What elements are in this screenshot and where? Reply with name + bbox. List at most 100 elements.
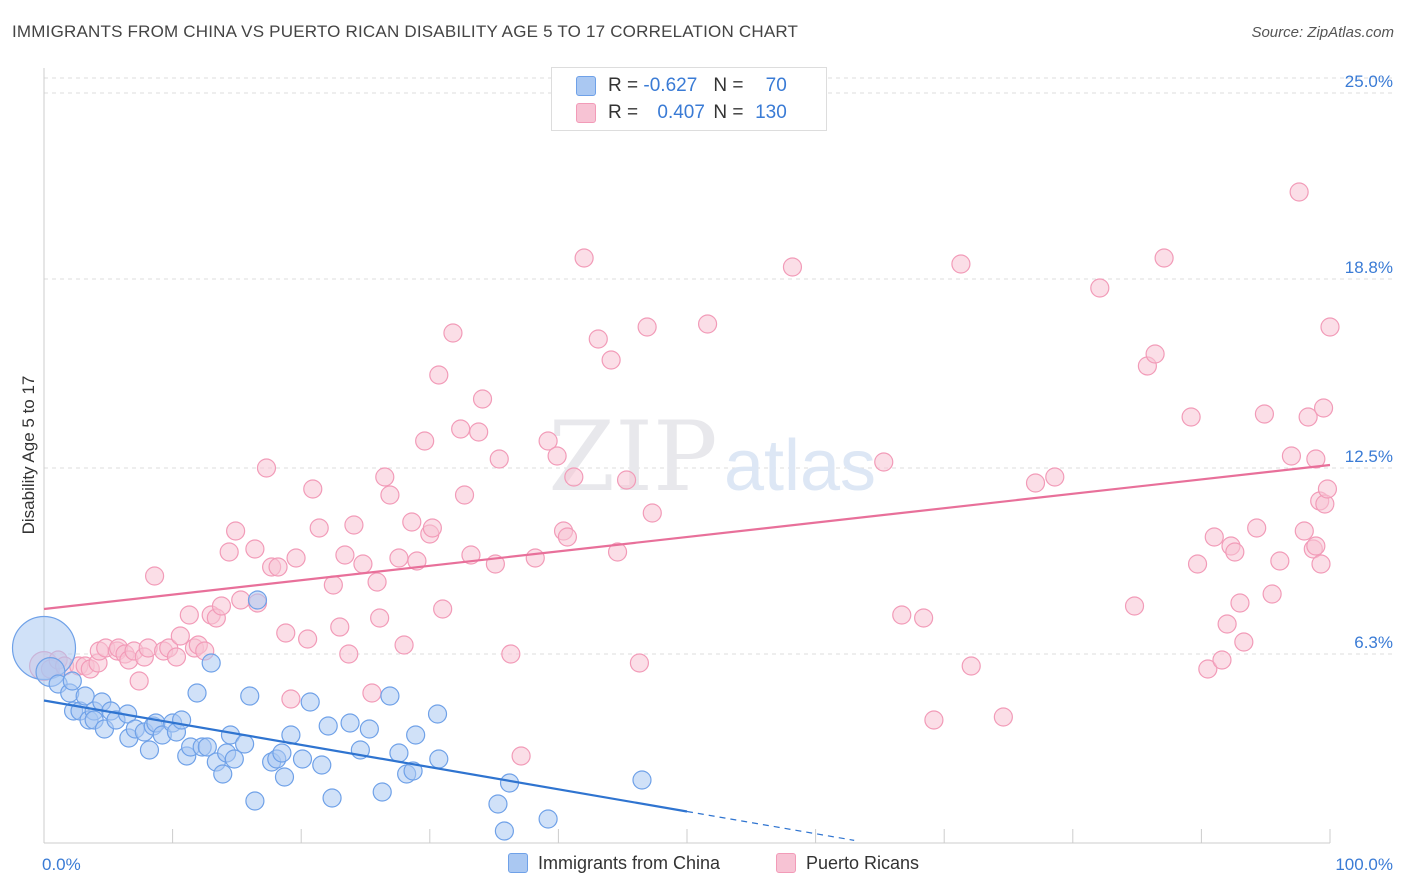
tick-labels: 6.3% 12.5% 18.8% 25.0% 0.0% 100.0%: [42, 72, 1393, 874]
legend-r-value: 0.407: [657, 102, 705, 123]
bottom-legend-swatch-puerto-ricans: [776, 853, 796, 874]
puerto-ricans-point: [1090, 278, 1110, 298]
legend-n-label: N =: [713, 102, 744, 123]
legend-r-label: R =: [608, 75, 639, 96]
puerto-ricans-point: [286, 548, 306, 568]
puerto-ricans-point: [538, 431, 558, 451]
puerto-ricans-point: [637, 317, 657, 337]
puerto-ricans-point: [1262, 584, 1282, 604]
china-point: [322, 788, 342, 808]
puerto-ricans-point: [389, 548, 409, 568]
puerto-ricans-point: [323, 575, 343, 595]
puerto-ricans-point: [370, 608, 390, 628]
puerto-ricans-point: [489, 449, 509, 469]
watermark: ZIP atlas: [548, 401, 876, 513]
puerto-ricans-point: [616, 470, 637, 490]
china-trend-line: [43, 699, 688, 813]
china-point: [272, 743, 292, 763]
puerto-ricans-point: [281, 689, 301, 709]
china-point: [406, 725, 426, 745]
china-point: [403, 761, 423, 781]
puerto-ricans-point: [564, 467, 584, 487]
puerto-ricans-point: [1198, 659, 1218, 679]
y-tick-label: 25.0%: [1345, 72, 1393, 91]
puerto-ricans-point: [924, 710, 944, 730]
puerto-ricans-point: [219, 542, 239, 562]
legend-r-value: -0.627: [643, 75, 698, 96]
puerto-ricans-point: [601, 350, 621, 370]
china-point: [75, 686, 95, 706]
puerto-ricans-point: [1247, 518, 1267, 538]
legend-n-value: 130: [755, 102, 787, 123]
bottom-legend-label-puerto-ricans: Puerto Ricans: [806, 852, 920, 873]
puerto-ricans-point: [1306, 536, 1326, 556]
puerto-ricans-point: [782, 257, 803, 277]
puerto-ricans-point: [256, 458, 277, 478]
puerto-ricans-point: [1320, 317, 1340, 337]
puerto-ricans-point: [451, 419, 471, 439]
puerto-ricans-point: [309, 518, 329, 538]
china-point: [62, 671, 82, 691]
puerto-ricans-point: [1187, 554, 1208, 574]
bottom-legend-label-china: Immigrants from China: [538, 852, 721, 873]
y-tick-label: 12.5%: [1345, 447, 1393, 466]
puerto-ricans-point: [501, 644, 521, 664]
china-point: [372, 782, 392, 802]
puerto-ricans-point: [245, 539, 265, 559]
legend-row-china: R = -0.627 N = 70: [576, 75, 787, 99]
china-points: [11, 590, 652, 841]
puerto-ricans-point: [511, 746, 531, 766]
legend-swatch-puerto-ricans: [576, 103, 596, 123]
puerto-ricans-point: [429, 365, 449, 385]
puerto-ricans-point: [1281, 446, 1302, 466]
x-tick-label: 100.0%: [1335, 855, 1393, 874]
china-point: [139, 740, 160, 760]
china-point: [359, 719, 379, 739]
china-point: [488, 794, 508, 814]
legend-r-label: R =: [608, 102, 639, 123]
china-point: [235, 734, 255, 754]
puerto-ricans-point: [1234, 632, 1254, 652]
puerto-ricans-point: [394, 635, 414, 655]
puerto-ricans-point: [1154, 248, 1174, 268]
puerto-ricans-point: [303, 479, 323, 499]
china-point: [197, 737, 217, 757]
china-point: [224, 749, 244, 769]
chart-title: IMMIGRANTS FROM CHINA VS PUERTO RICAN DI…: [12, 22, 799, 41]
puerto-ricans-point: [1306, 449, 1326, 469]
puerto-ricans-point: [629, 653, 650, 673]
china-point: [380, 686, 400, 706]
puerto-ricans-point: [892, 605, 912, 625]
puerto-ricans-point: [298, 629, 318, 649]
puerto-ricans-point: [557, 527, 578, 547]
puerto-ricans-point: [1298, 407, 1318, 427]
legend-row-puerto-ricans: R = 0.407 N = 130: [576, 102, 787, 126]
puerto-ricans-point: [380, 485, 400, 505]
puerto-ricans-point: [407, 551, 427, 571]
china-point: [429, 749, 449, 769]
puerto-ricans-point: [335, 545, 355, 565]
puerto-ricans-point: [469, 422, 489, 442]
puerto-ricans-point: [1289, 182, 1309, 202]
puerto-ricans-point: [367, 572, 387, 592]
china-point: [494, 821, 514, 841]
puerto-ricans-point: [454, 485, 475, 505]
china-point: [240, 686, 260, 706]
puerto-ricans-point: [1217, 614, 1237, 634]
puerto-ricans-point: [330, 617, 350, 637]
puerto-ricans-point: [166, 647, 187, 667]
puerto-ricans-point: [1270, 551, 1290, 571]
puerto-ricans-point: [1212, 650, 1232, 670]
watermark-atlas: atlas: [724, 426, 876, 506]
puerto-ricans-point: [574, 248, 594, 268]
y-tick-label: 18.8%: [1345, 258, 1393, 277]
puerto-ricans-point: [339, 644, 359, 664]
puerto-ricans-point: [642, 503, 662, 523]
puerto-ricans-point: [433, 599, 453, 619]
puerto-ricans-point: [1181, 407, 1201, 427]
puerto-ricans-point: [1025, 473, 1046, 493]
puerto-ricans-point: [588, 329, 608, 349]
puerto-ricans-point: [607, 542, 628, 562]
correlation-legend: R = -0.627 N = 70 R = 0.407 N = 130: [551, 67, 827, 131]
puerto-ricans-point: [1294, 521, 1314, 541]
